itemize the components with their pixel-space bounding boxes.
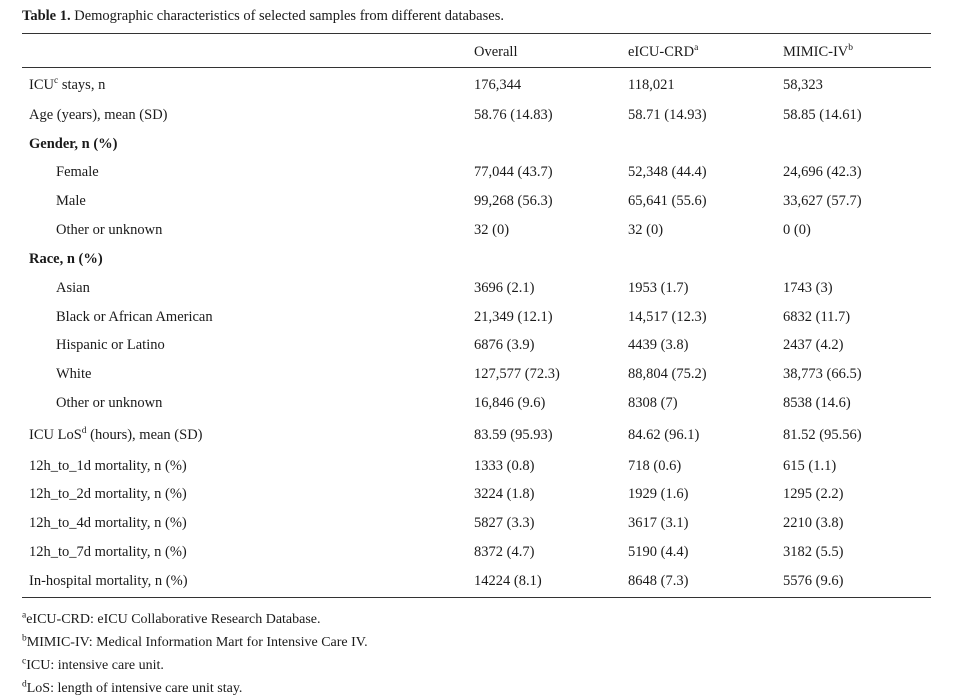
cell-overall: 5827 (3.3): [474, 515, 535, 531]
cell-eicu-crd: 118,021: [628, 77, 675, 93]
cell-mimic-iv: 3182 (5.5): [783, 544, 844, 560]
table-row: 12h_to_7d mortality, n (%) 8372 (4.7) 51…: [0, 544, 965, 573]
cell-mimic-iv: 24,696 (42.3): [783, 164, 862, 180]
table-row-group-header: Gender, n (%): [0, 136, 965, 165]
row-label: ICU LoSd (hours), mean (SD): [29, 426, 203, 443]
column-header-mimic-iv: MIMIC-IVb: [783, 43, 853, 60]
column-header-overall: Overall: [474, 44, 518, 60]
cell-eicu-crd: 14,517 (12.3): [628, 309, 707, 325]
cell-eicu-crd: 8308 (7): [628, 395, 678, 411]
row-label: White: [56, 366, 92, 382]
table-row: Age (years), mean (SD) 58.76 (14.83) 58.…: [0, 107, 965, 136]
table-row: 12h_to_4d mortality, n (%) 5827 (3.3) 36…: [0, 515, 965, 544]
table-row: Female 77,044 (43.7) 52,348 (44.4) 24,69…: [0, 164, 965, 193]
cell-eicu-crd: 1929 (1.6): [628, 486, 689, 502]
cell-mimic-iv: 6832 (11.7): [783, 309, 851, 325]
footnote-d: dLoS: length of intensive care unit stay…: [22, 679, 243, 696]
table-row: ICU LoSd (hours), mean (SD) 83.59 (95.93…: [0, 426, 965, 456]
cell-overall: 6876 (3.9): [474, 337, 535, 353]
cell-overall: 77,044 (43.7): [474, 164, 553, 180]
cell-overall: 14224 (8.1): [474, 573, 542, 589]
cell-mimic-iv: 615 (1.1): [783, 458, 837, 474]
row-label: 12h_to_7d mortality, n (%): [29, 544, 187, 560]
cell-eicu-crd: 8648 (7.3): [628, 573, 689, 589]
cell-mimic-iv: 2437 (4.2): [783, 337, 844, 353]
row-label: Hispanic or Latino: [56, 337, 165, 353]
table-row: ICUc stays, n 176,344 118,021 58,323: [0, 76, 965, 106]
cell-mimic-iv: 58,323: [783, 77, 823, 93]
row-label: Other or unknown: [56, 395, 163, 411]
header-rule: [22, 67, 931, 68]
table-title: Demographic characteristics of selected …: [74, 8, 504, 24]
cell-overall: 83.59 (95.93): [474, 427, 553, 443]
cell-eicu-crd: 3617 (3.1): [628, 515, 689, 531]
cell-mimic-iv: 1295 (2.2): [783, 486, 844, 502]
row-label: 12h_to_4d mortality, n (%): [29, 515, 187, 531]
row-label: 12h_to_2d mortality, n (%): [29, 486, 187, 502]
group-label-gender: Gender, n (%): [29, 136, 118, 152]
cell-overall: 58.76 (14.83): [474, 107, 553, 123]
cell-mimic-iv: 58.85 (14.61): [783, 107, 862, 123]
cell-eicu-crd: 84.62 (96.1): [628, 427, 700, 443]
top-rule: [22, 33, 931, 35]
cell-overall: 176,344: [474, 77, 522, 93]
cell-eicu-crd: 88,804 (75.2): [628, 366, 707, 382]
cell-overall: 21,349 (12.1): [474, 309, 553, 325]
bottom-rule: [22, 597, 931, 599]
table-row: 12h_to_2d mortality, n (%) 3224 (1.8) 19…: [0, 486, 965, 515]
cell-overall: 16,846 (9.6): [474, 395, 546, 411]
table-caption: Table 1. Demographic characteristics of …: [22, 8, 504, 25]
row-label: In-hospital mortality, n (%): [29, 573, 188, 589]
row-label: Female: [56, 164, 99, 180]
cell-mimic-iv: 1743 (3): [783, 280, 833, 296]
cell-mimic-iv: 81.52 (95.56): [783, 427, 862, 443]
cell-overall: 3696 (2.1): [474, 280, 535, 296]
cell-mimic-iv: 2210 (3.8): [783, 515, 844, 531]
cell-mimic-iv: 38,773 (66.5): [783, 366, 862, 382]
table-row: 12h_to_1d mortality, n (%) 1333 (0.8) 71…: [0, 458, 965, 487]
footnote-b: bMIMIC-IV: Medical Information Mart for …: [22, 633, 368, 650]
row-label: Other or unknown: [56, 222, 163, 238]
row-label: Age (years), mean (SD): [29, 107, 168, 123]
table-row: White 127,577 (72.3) 88,804 (75.2) 38,77…: [0, 366, 965, 395]
cell-eicu-crd: 65,641 (55.6): [628, 193, 707, 209]
cell-eicu-crd: 4439 (3.8): [628, 337, 689, 353]
cell-overall: 3224 (1.8): [474, 486, 535, 502]
cell-eicu-crd: 58.71 (14.93): [628, 107, 707, 123]
row-label: Black or African American: [56, 309, 213, 325]
column-header-eicu-crd: eICU-CRDa: [628, 43, 699, 60]
table-row: Other or unknown 32 (0) 32 (0) 0 (0): [0, 222, 965, 251]
cell-overall: 8372 (4.7): [474, 544, 535, 560]
table-row: Other or unknown 16,846 (9.6) 8308 (7) 8…: [0, 395, 965, 424]
cell-overall: 1333 (0.8): [474, 458, 535, 474]
table-row: Black or African American 21,349 (12.1) …: [0, 309, 965, 338]
cell-overall: 99,268 (56.3): [474, 193, 553, 209]
table-row: Hispanic or Latino 6876 (3.9) 4439 (3.8)…: [0, 337, 965, 366]
cell-mimic-iv: 5576 (9.6): [783, 573, 844, 589]
table-row-group-header: Race, n (%): [0, 251, 965, 280]
cell-eicu-crd: 5190 (4.4): [628, 544, 689, 560]
cell-mimic-iv: 33,627 (57.7): [783, 193, 862, 209]
cell-eicu-crd: 52,348 (44.4): [628, 164, 707, 180]
row-label: ICUc stays, n: [29, 76, 106, 93]
footnote-a: aeICU-CRD: eICU Collaborative Research D…: [22, 610, 321, 627]
row-label: 12h_to_1d mortality, n (%): [29, 458, 187, 474]
row-label: Asian: [56, 280, 90, 296]
table-row: Male 99,268 (56.3) 65,641 (55.6) 33,627 …: [0, 193, 965, 222]
cell-overall: 32 (0): [474, 222, 510, 238]
footnote-c: cICU: intensive care unit.: [22, 656, 164, 673]
table-label: Table 1.: [22, 8, 71, 24]
cell-overall: 127,577 (72.3): [474, 366, 560, 382]
cell-mimic-iv: 0 (0): [783, 222, 811, 238]
cell-eicu-crd: 1953 (1.7): [628, 280, 689, 296]
table-row: Asian 3696 (2.1) 1953 (1.7) 1743 (3): [0, 280, 965, 309]
group-label-race: Race, n (%): [29, 251, 103, 267]
cell-eicu-crd: 32 (0): [628, 222, 664, 238]
cell-mimic-iv: 8538 (14.6): [783, 395, 851, 411]
table-row: In-hospital mortality, n (%) 14224 (8.1)…: [0, 573, 965, 602]
row-label: Male: [56, 193, 86, 209]
cell-eicu-crd: 718 (0.6): [628, 458, 682, 474]
